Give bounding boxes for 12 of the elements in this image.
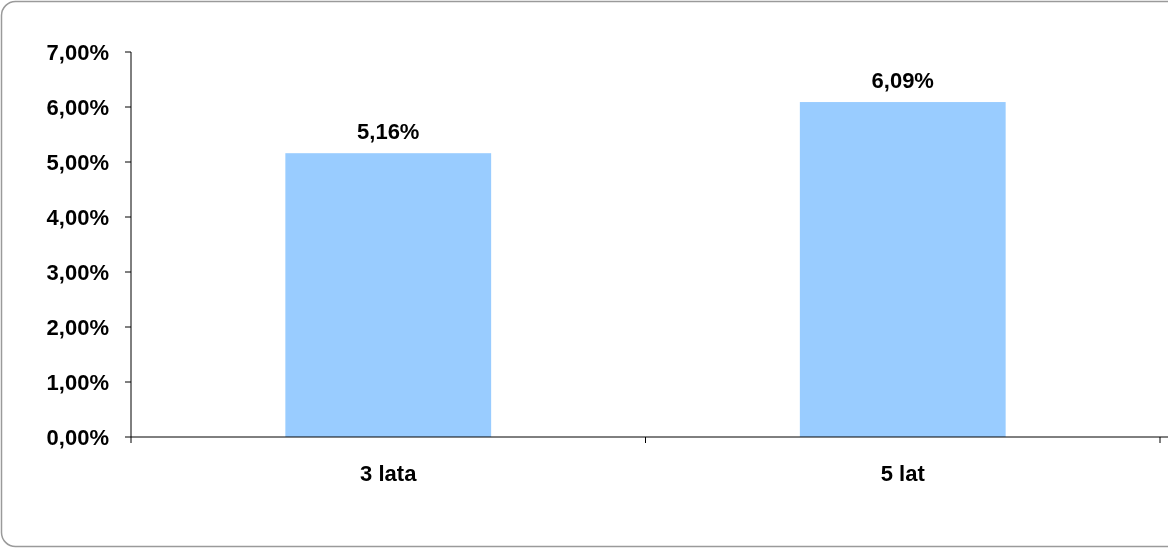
- y-tick-label: 1,00%: [46, 369, 109, 395]
- y-tick-label: 6,00%: [46, 94, 109, 120]
- y-tick-label: 7,00%: [46, 39, 109, 65]
- x-tick-label: 3 lata: [360, 461, 418, 486]
- y-tick-label: 0,00%: [46, 424, 109, 450]
- y-tick-label: 2,00%: [46, 314, 109, 340]
- data-label: 5,16%: [357, 119, 420, 145]
- y-tick-label: 4,00%: [46, 204, 109, 230]
- x-tick-label: 5 lat: [880, 461, 926, 486]
- y-tick-label: 3,00%: [46, 259, 109, 285]
- data-label: 6,09%: [871, 68, 934, 94]
- y-tick-label: 5,00%: [46, 149, 109, 175]
